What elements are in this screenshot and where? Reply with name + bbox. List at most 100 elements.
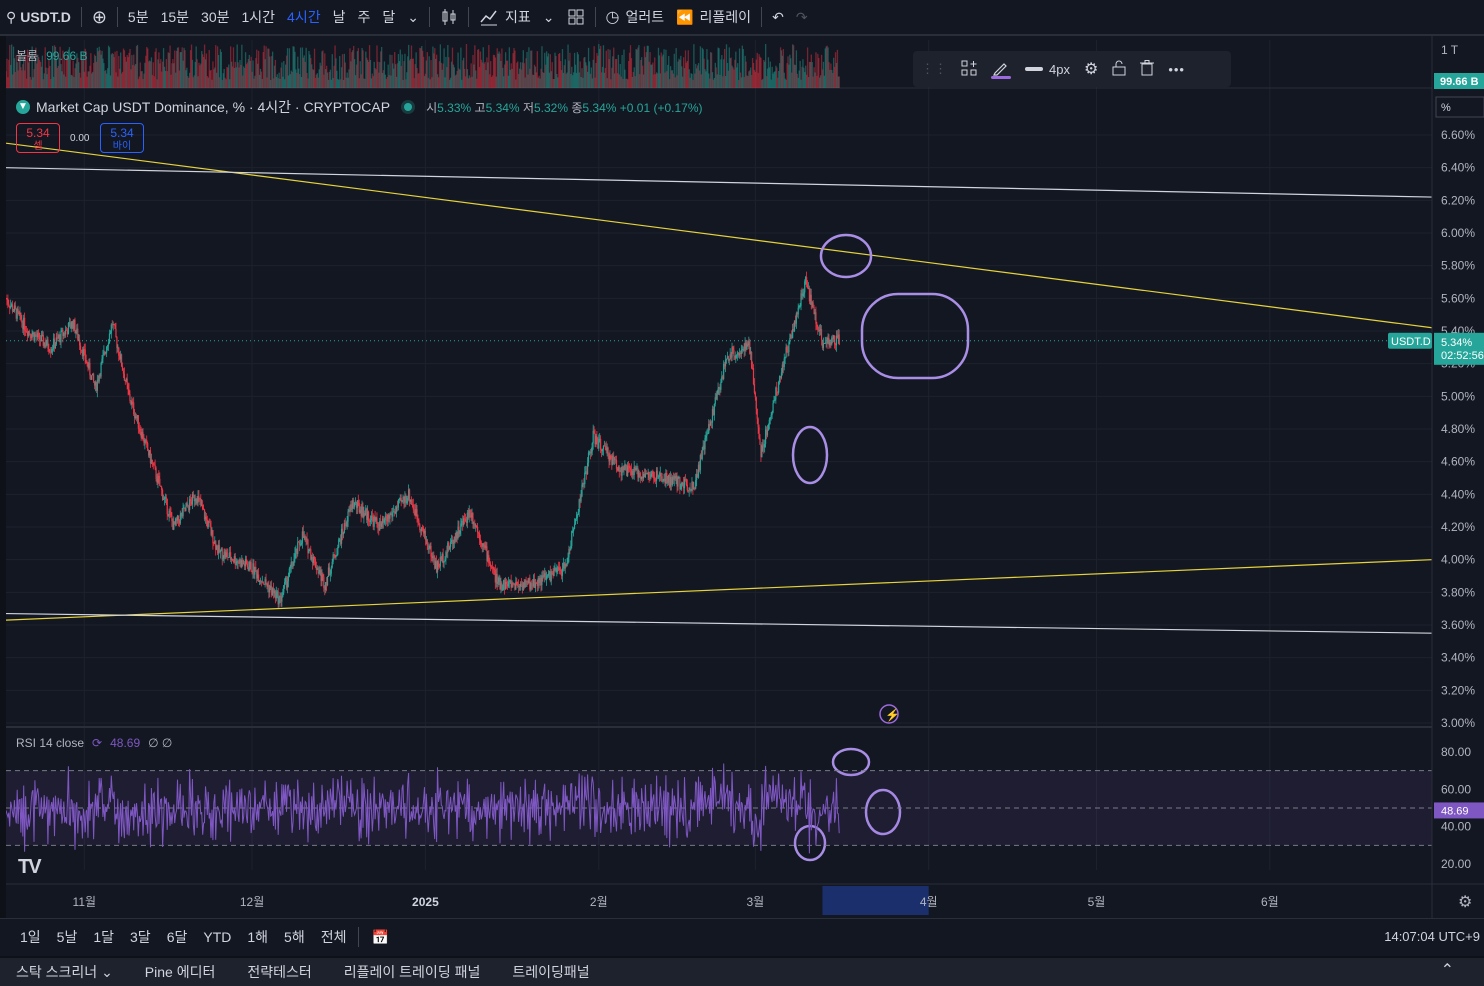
volume-bar <box>453 67 456 88</box>
trash-icon[interactable] <box>1140 59 1155 79</box>
range-ytd[interactable]: YTD <box>203 929 232 945</box>
candle-body <box>345 525 347 527</box>
series-legend[interactable]: ▼ Market Cap USDT Dominance, % · 4시간 · C… <box>16 97 703 117</box>
pencil-color-icon[interactable] <box>991 60 1011 79</box>
buy-button[interactable]: 5.34 바이 <box>100 123 144 153</box>
tab-pine-editor[interactable]: Pine 에디터 <box>144 964 216 980</box>
candle-body <box>743 348 745 351</box>
interval-dropdown[interactable]: ⌄ <box>401 0 425 34</box>
redo-button[interactable]: ↷ <box>790 0 814 34</box>
candle-body <box>565 563 567 567</box>
range-6m[interactable]: 6달 <box>166 929 188 945</box>
candle-body <box>697 464 700 478</box>
interval-month[interactable]: 달 <box>382 9 396 25</box>
volume-bar <box>291 71 293 88</box>
volume-bar <box>565 73 567 88</box>
sell-button[interactable]: 5.34 셀 <box>16 123 60 153</box>
volume-bar <box>822 61 825 88</box>
candle-body <box>696 474 699 478</box>
interval-5m[interactable]: 5분 <box>127 9 149 25</box>
candle-body <box>372 518 374 527</box>
volume-bar <box>7 77 9 88</box>
line-width-button[interactable]: 4px <box>1025 62 1070 77</box>
candle-body <box>348 509 350 512</box>
interval-30m[interactable]: 30분 <box>201 9 230 25</box>
replay-button[interactable]: ⏪ 리플레이 <box>670 0 757 34</box>
candle-body <box>624 464 626 470</box>
candle-body <box>26 331 29 336</box>
candle-body <box>573 528 575 532</box>
add-symbol-button[interactable]: ⊕ <box>86 0 113 34</box>
candle-body <box>785 347 787 357</box>
volume-bar <box>737 63 739 88</box>
alert-button[interactable]: ◷ 얼러트 <box>600 0 671 34</box>
trendline-white <box>5 167 1433 198</box>
volume-bar <box>169 45 171 88</box>
expand-panel-icon[interactable]: ⌃ <box>1440 962 1454 979</box>
candle-body <box>58 334 60 339</box>
candle-body <box>299 544 302 546</box>
volume-bar <box>99 50 101 88</box>
more-icon[interactable]: ••• <box>1168 61 1185 77</box>
volume-bar <box>191 59 194 88</box>
volume-bar <box>92 71 94 88</box>
volume-bar <box>121 71 124 88</box>
range-1y[interactable]: 1해 <box>247 929 269 945</box>
range-5y[interactable]: 5해 <box>284 929 305 945</box>
tradingview-logo[interactable]: TV <box>18 856 42 878</box>
unlock-icon[interactable] <box>1112 60 1126 79</box>
candle-body <box>545 576 548 580</box>
indicators-button[interactable]: 지표 <box>473 0 537 34</box>
candle-body <box>294 553 296 560</box>
candle-body <box>336 554 338 557</box>
volume-bar <box>156 79 158 88</box>
chart-type-button[interactable] <box>434 0 464 34</box>
clock[interactable]: 14:07:04 UTC+9 <box>1384 929 1480 944</box>
candle-body <box>36 336 38 338</box>
interval-day[interactable]: 날 <box>332 9 346 25</box>
interval-15m[interactable]: 15분 <box>160 9 190 25</box>
volume-bar <box>109 75 112 88</box>
volume-bar <box>582 77 584 88</box>
indicators-dropdown[interactable]: ⌄ <box>537 0 561 34</box>
interval-week[interactable]: 주 <box>357 9 371 25</box>
interval-4h[interactable]: 4시간 <box>287 9 321 25</box>
tab-strategy-tester[interactable]: 전략테스터 <box>247 964 312 980</box>
volume-bar <box>733 69 735 88</box>
divider <box>468 7 469 27</box>
templates-icon[interactable] <box>961 60 977 79</box>
volume-bar <box>621 54 623 88</box>
volume-bar <box>726 63 729 88</box>
range-5d[interactable]: 5날 <box>56 929 78 945</box>
volume-bar <box>341 54 344 88</box>
price-chart[interactable]: ⚡ 6.60%6.40%6.20%6.00%5.80%5.60%5.40%5.2… <box>0 36 1484 918</box>
settings-icon[interactable]: ⚙ <box>1083 61 1099 78</box>
layout-button[interactable] <box>561 0 591 34</box>
candle-body <box>620 470 622 476</box>
candle-body <box>110 324 112 334</box>
symbol-search[interactable]: ⚲ USDT.D <box>0 0 77 34</box>
candle-body <box>259 580 262 582</box>
volume-bar <box>637 47 639 88</box>
range-3m[interactable]: 3달 <box>130 929 151 945</box>
rsi-legend[interactable]: RSI 14 close ⟳ 48.69 ∅ ∅ <box>16 736 172 750</box>
volume-bar <box>258 74 261 88</box>
range-all[interactable]: 전체 <box>320 929 347 945</box>
price-tick-label: 6.00% <box>1441 226 1475 240</box>
candle-body <box>232 560 235 562</box>
goto-date-button[interactable]: 📅 <box>363 929 396 946</box>
volume-bar <box>346 72 348 88</box>
range-1m[interactable]: 1달 <box>93 929 115 945</box>
volume-bar <box>21 70 23 88</box>
candle-body <box>303 535 305 538</box>
tab-stock-screener[interactable]: 스탁 스크리너 ⌄ <box>0 962 129 982</box>
undo-button[interactable]: ↶ <box>766 0 790 34</box>
interval-1h[interactable]: 1시간 <box>241 9 276 25</box>
range-1d[interactable]: 1일 <box>20 929 41 945</box>
tab-replay-trading[interactable]: 리플레이 트레이딩 패널 <box>343 964 481 980</box>
tab-trading-panel[interactable]: 트레이딩패널 <box>512 964 590 980</box>
volume-bar <box>650 64 652 88</box>
drag-handle-icon[interactable]: ⋮⋮ <box>921 61 947 76</box>
volume-bar <box>816 75 818 88</box>
volume-bar <box>568 60 570 88</box>
